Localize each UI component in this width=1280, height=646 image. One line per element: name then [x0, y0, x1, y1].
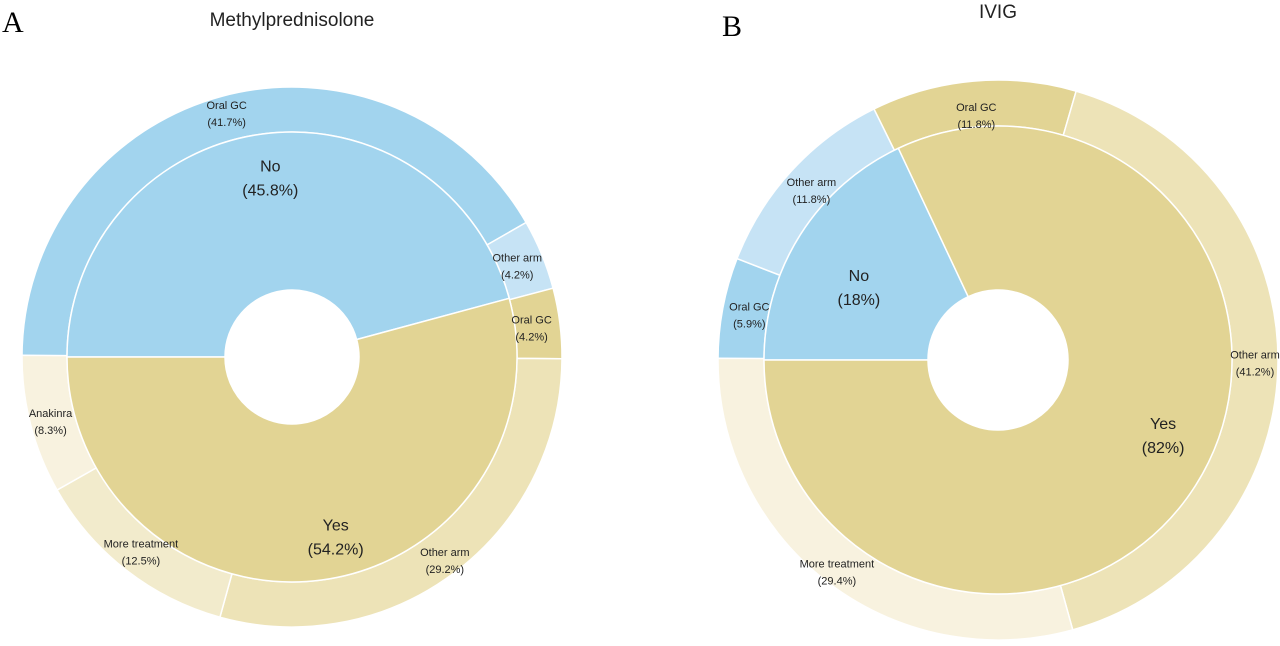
- panel-letter: B: [722, 10, 742, 43]
- outer-slice-label: (4.2%): [501, 270, 533, 282]
- outer-slice-label: (4.2%): [515, 332, 547, 344]
- panel-letter: A: [2, 6, 24, 39]
- outer-slice-label: More treatment: [800, 558, 875, 570]
- inner-slice-label: (54.2%): [308, 542, 364, 559]
- inner-slice-label: (18%): [838, 292, 881, 309]
- outer-slice-label: Other arm: [1230, 350, 1280, 362]
- inner-slice-label: Yes: [323, 518, 349, 535]
- outer-slice-label: (41.2%): [1236, 367, 1275, 379]
- inner-slice-no: [66, 131, 511, 358]
- outer-slice-label: (5.9%): [733, 318, 765, 330]
- outer-slice-label: (11.8%): [793, 194, 831, 206]
- inner-slice-label: No: [849, 268, 870, 285]
- outer-slice-label: (41.7%): [207, 117, 246, 129]
- donut-chart-A: A Methylprednisolone: [2, 6, 563, 628]
- donut-chart-B: B IVIG: [717, 2, 1279, 641]
- outer-slice-label: Oral GC: [956, 102, 996, 114]
- outer-slice-label: Oral GC: [511, 315, 551, 327]
- outer-slice-label: Anakinra: [29, 408, 73, 420]
- outer-slice-label: More treatment: [104, 539, 179, 551]
- outer-slice-label: Other arm: [492, 253, 542, 265]
- inner-slice-yes: [66, 297, 518, 583]
- inner-slice-yes: [763, 125, 1233, 595]
- outer-slice-label: Other arm: [787, 177, 837, 189]
- chart-title: IVIG: [979, 2, 1017, 23]
- inner-slice-no: [763, 147, 970, 361]
- outer-slice-label: (8.3%): [34, 425, 66, 437]
- inner-slice-label: Yes: [1150, 416, 1176, 433]
- outer-slice-label: (29.2%): [426, 564, 465, 576]
- outer-slice-label: Oral GC: [729, 301, 769, 313]
- outer-slice-label: Other arm: [420, 547, 470, 559]
- outer-slice-label: (11.8%): [957, 119, 995, 131]
- outer-slice-label: (29.4%): [818, 575, 857, 587]
- inner-slice-label: (82%): [1142, 440, 1185, 457]
- outer-slice-label: (12.5%): [122, 556, 161, 568]
- inner-slice-label: (45.8%): [242, 182, 298, 199]
- outer-slice-label: Oral GC: [206, 100, 246, 112]
- chart-title: Methylprednisolone: [210, 10, 375, 31]
- inner-slice-label: No: [260, 158, 281, 175]
